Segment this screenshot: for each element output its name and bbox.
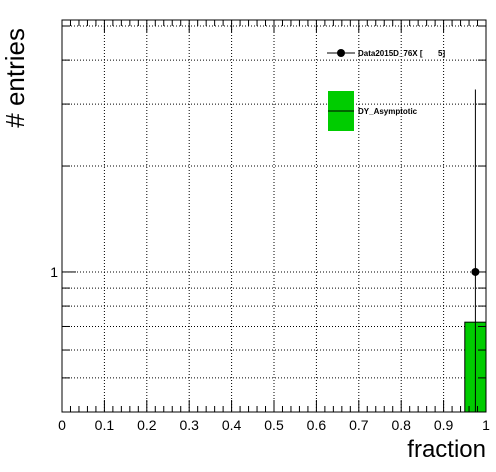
x-tick-label: 0.6 (307, 417, 327, 433)
x-tick-label: 0.7 (349, 417, 369, 433)
x-tick-label: 0.2 (137, 417, 157, 433)
x-tick-label: 0.3 (179, 417, 199, 433)
x-axis-label: fraction (407, 436, 486, 463)
y-tick-label: 1 (50, 264, 58, 280)
legend-label-dy: DY_Asymptotic (358, 107, 418, 116)
x-tick-label: 0.1 (95, 417, 115, 433)
x-axis-ticks: 0 0.1 0.2 0.3 0.4 0.5 0.6 0.7 0.8 0.9 1 (58, 20, 490, 433)
x-tick-label: 0.9 (434, 417, 454, 433)
y-axis-label: # entries (0, 28, 30, 128)
grid (62, 20, 486, 412)
x-tick-label: 0.4 (222, 417, 242, 433)
legend-marker-data (337, 49, 345, 57)
x-tick-label: 0 (58, 417, 66, 433)
x-tick-label: 0.5 (264, 417, 284, 433)
y-axis-ticks: 1 (50, 25, 486, 379)
legend: Data2015D_76X [ 5] DY_Asymptotic (327, 49, 445, 131)
x-tick-label: 0.8 (391, 417, 411, 433)
legend-label-data: Data2015D_76X [ 5] (358, 49, 445, 58)
x-tick-label: 1 (482, 417, 490, 433)
